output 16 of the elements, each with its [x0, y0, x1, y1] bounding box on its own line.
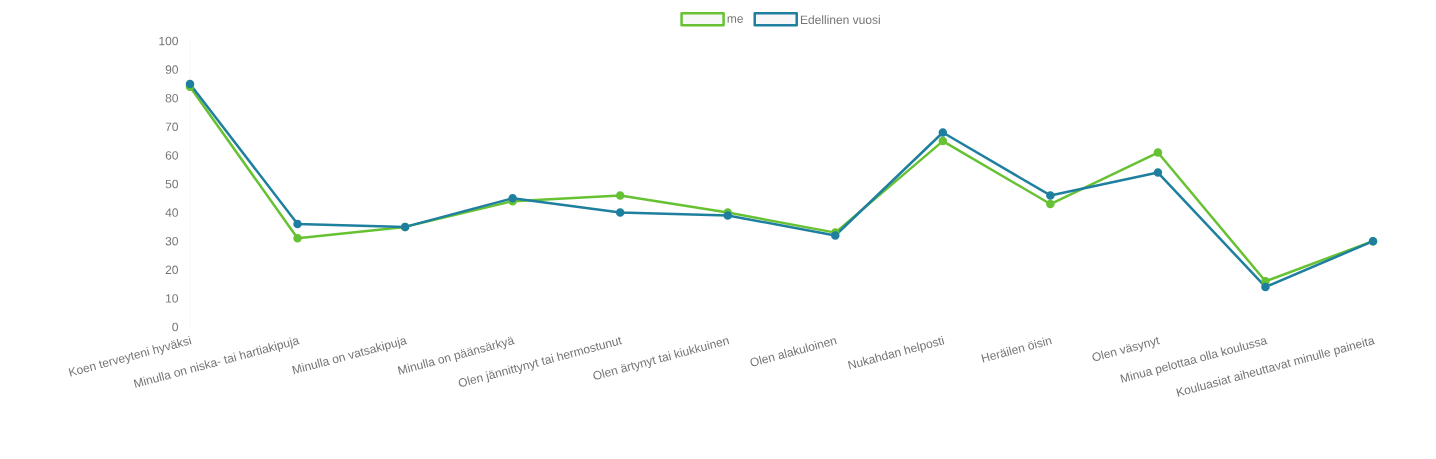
x-tick-label: Heräilen öisin — [981, 337, 1052, 363]
y-tick-label: 100 — [159, 36, 179, 46]
y-tick-label: 40 — [165, 208, 179, 217]
y-tick-label: 0 — [172, 322, 179, 332]
x-tick-label: Olen väsynyt — [1092, 336, 1161, 361]
x-tick-label: Nukahdan helposti — [847, 335, 945, 370]
y-tick-label: 70 — [165, 122, 179, 132]
y-tick-label: 60 — [165, 151, 179, 160]
y-tick-label: 20 — [165, 265, 179, 275]
legend-label: me — [727, 16, 743, 23]
legend-label: Edellinen vuosi — [800, 15, 880, 24]
y-tick-label: 50 — [165, 179, 179, 189]
y-tick-label: 30 — [165, 236, 179, 246]
y-tick-label: 10 — [166, 294, 179, 303]
y-tick-label: 90 — [165, 65, 179, 74]
y-tick-label: 80 — [165, 93, 179, 103]
